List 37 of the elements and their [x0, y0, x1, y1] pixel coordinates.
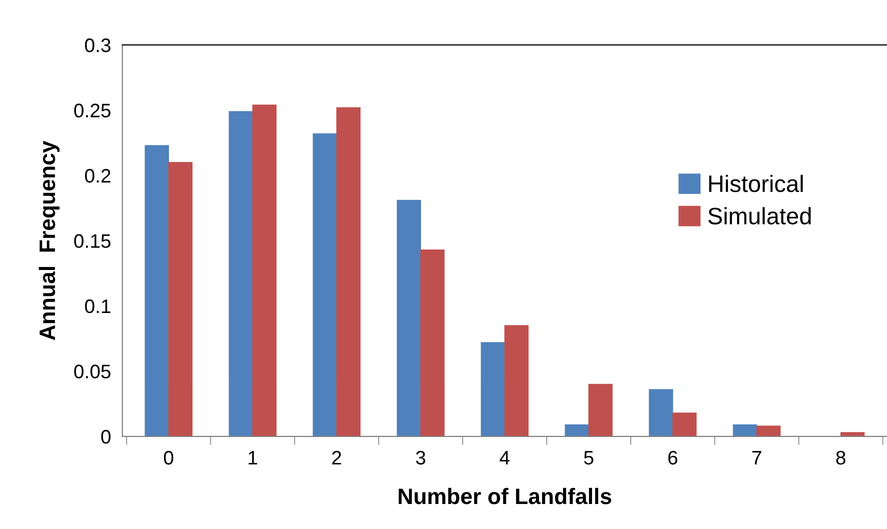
bar: [732, 424, 758, 436]
x-tick-label: 2: [332, 450, 342, 464]
y-tick-label: 0: [101, 430, 111, 444]
bar: [336, 107, 361, 436]
x-tick-label: 1: [248, 451, 258, 464]
x-tick-label: 0: [164, 450, 174, 465]
x-tick-label: 8: [836, 450, 846, 465]
legend-label: Simulated: [708, 207, 811, 224]
bar: [312, 133, 338, 436]
bar: [228, 111, 253, 436]
y-tick-label: 0.3: [85, 38, 110, 52]
x-axis-title: Number of Landfalls: [398, 488, 612, 504]
y-axis-title: Annual Frequency: [38, 140, 60, 340]
bar: [168, 162, 192, 436]
bar: [252, 104, 277, 436]
bar: [648, 389, 674, 436]
bar: [480, 342, 506, 436]
bar: [144, 145, 169, 436]
y-tick-label: 0.15: [74, 234, 110, 248]
bar: [840, 432, 865, 436]
y-tick-label: 0.1: [85, 299, 110, 314]
x-tick-label: 7: [752, 451, 762, 464]
legend-label: Historical: [709, 174, 803, 192]
x-tick-label: 6: [668, 450, 678, 465]
y-tick-label: 0.25: [74, 104, 110, 118]
x-tick-label: 5: [584, 451, 594, 465]
bar: [672, 412, 697, 436]
x-tick-label: 4: [500, 451, 510, 464]
y-tick-label: 0.05: [74, 364, 110, 378]
bar: [504, 325, 529, 436]
bar: [756, 426, 781, 436]
bar: [564, 424, 590, 436]
bar: [588, 384, 613, 436]
x-tick-label: 3: [416, 450, 426, 465]
bar: [420, 249, 445, 436]
y-tick-label: 0.2: [85, 168, 110, 183]
bar: [396, 200, 422, 436]
